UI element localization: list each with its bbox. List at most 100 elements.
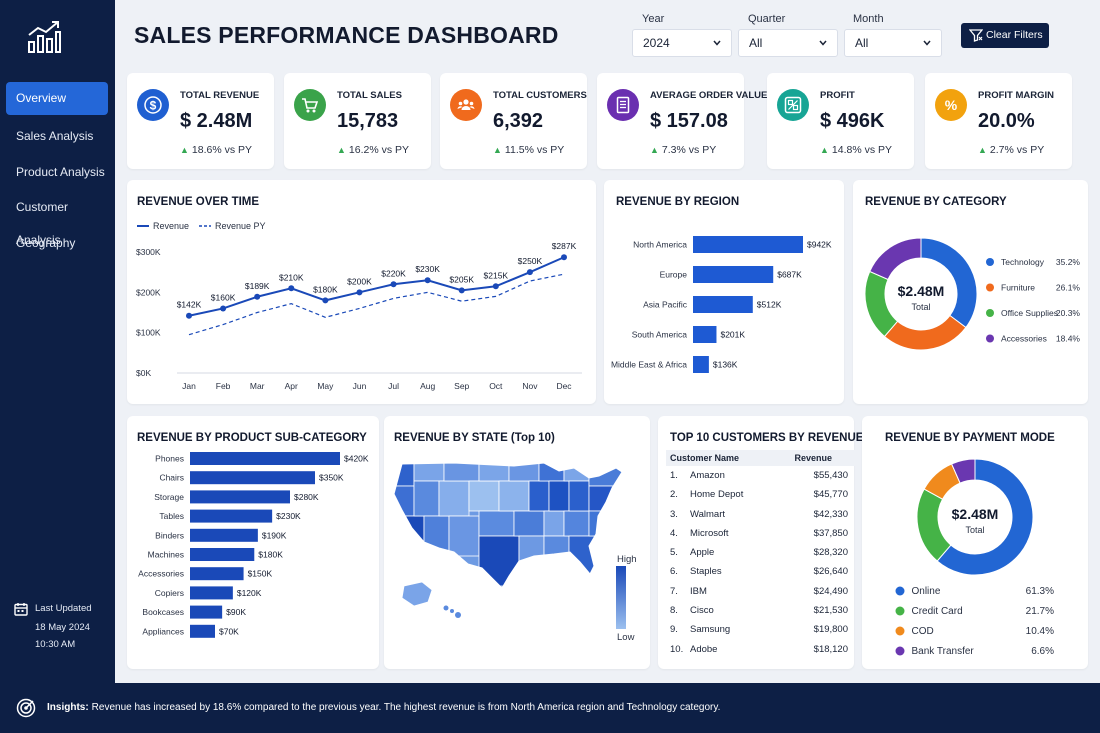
sidebar-item-customer-analysis[interactable]: Customer Analysis [16, 200, 69, 247]
kpi-label: TOTAL REVENUE [180, 90, 260, 101]
data-label: $220K [381, 268, 406, 278]
region-bar-chart: North America $942K Europe $687K Asia Pacifi… [611, 236, 832, 373]
panel-title: REVENUE OVER TIME [137, 196, 260, 208]
map-legend-gradient [616, 566, 626, 629]
rank-cell: 7. [670, 585, 678, 597]
filter-clear-icon [969, 29, 983, 42]
x-tick-label: Jul [388, 381, 399, 391]
bar-value-label: $190K [262, 530, 287, 540]
bar-value-label: $942K [807, 240, 832, 250]
receipt-icon [607, 89, 639, 121]
donut-slice [916, 488, 952, 562]
x-tick-label: Mar [250, 381, 265, 391]
panel-title: REVENUE BY REGION [616, 196, 740, 208]
data-point [458, 287, 465, 294]
donut-slice [864, 270, 899, 338]
year-select[interactable]: 2024 [632, 29, 732, 57]
category-label: North America [633, 240, 687, 250]
data-point [322, 297, 329, 304]
legend-swatch [895, 626, 905, 636]
legend-value: 18.4% [1056, 334, 1081, 344]
profit-icon [777, 89, 809, 121]
panel-title: REVENUE BY STATE (Top 10) [394, 432, 555, 444]
name-cell: Cisco [690, 605, 714, 617]
quarter-select[interactable]: All [738, 29, 838, 57]
legend-label: Bank Transfer [912, 646, 975, 657]
bar-value-label: $70K [219, 626, 239, 636]
triangle-up-icon: ▲ [337, 145, 346, 155]
legend-swatch [986, 309, 994, 317]
kpi-value: $ 2.48M [180, 110, 253, 132]
category-label: Accessories [138, 569, 184, 579]
name-cell: Samsung [690, 624, 731, 636]
revenue-cell: $26,640 [813, 566, 848, 578]
sidebar-item-product-analysis[interactable]: Product Analysis [16, 165, 105, 179]
donut-center-label: Total [911, 302, 930, 312]
rank-cell: 10. [670, 643, 684, 655]
sidebar-item-sales-analysis[interactable]: Sales Analysis [16, 129, 94, 143]
rank-cell: 2. [670, 489, 678, 501]
table-row: 7. IBM $24,490 [666, 582, 856, 601]
kpi-value: $ 496K [820, 110, 885, 132]
bar-value-label: $230K [276, 511, 301, 521]
kpi-value: 15,783 [337, 110, 399, 132]
kpi-label: PROFIT MARGIN [978, 90, 1054, 101]
bar [190, 471, 315, 485]
data-point [561, 254, 567, 261]
quarter-select-value: All [749, 36, 763, 50]
bar-value-label: $90K [226, 607, 246, 617]
bar [190, 624, 215, 638]
legend-label: Online [912, 586, 941, 597]
x-tick-label: Nov [522, 381, 538, 391]
table-row: 8. Cisco $21,530 [666, 601, 856, 620]
revenue-cell: $55,430 [813, 470, 848, 481]
bar [190, 586, 233, 600]
table-row: 4. Microsoft $37,850 [666, 524, 856, 543]
triangle-up-icon: ▲ [978, 145, 987, 155]
x-tick-label: May [317, 381, 334, 391]
kpi-change: ▲ 18.6% vs PY [180, 144, 252, 156]
series-line-revenue-py [188, 273, 565, 336]
data-label: $287K [552, 241, 577, 251]
bar-value-label: $136K [713, 360, 738, 370]
rank-cell: 8. [670, 605, 678, 617]
month-select[interactable]: All [844, 29, 942, 57]
legend-value: 61.3% [1026, 586, 1054, 597]
category-label: Tables [159, 511, 184, 521]
revenue-cell: $19,800 [813, 624, 848, 636]
bar-value-label: $512K [757, 300, 782, 310]
clear-filters-button[interactable]: Clear Filters [961, 23, 1049, 48]
bar [190, 452, 340, 465]
revenue-by-category-panel: REVENUE BY CATEGORY $2.48M Total Technolog… [853, 180, 1088, 404]
rank-cell: 4. [670, 527, 678, 539]
percent-icon: % [935, 89, 967, 121]
revenue-line-chart: Revenue Revenue PY $0K $100K $200K $300K Jan Fe… [136, 221, 582, 391]
legend-label-revenue-py: Revenue PY [215, 221, 266, 231]
last-updated-label: Last Updated [35, 603, 92, 614]
y-tick-label: $100K [136, 328, 161, 338]
target-icon [16, 698, 36, 718]
name-cell: Walmart [690, 508, 726, 520]
us-map: High Low [393, 462, 637, 643]
col-revenue: Revenue [794, 453, 832, 463]
revenue-cell: $21,530 [813, 605, 848, 617]
kpi-change: ▲ 11.5% vs PY [493, 144, 564, 156]
data-label: $215K [484, 270, 509, 280]
bar [693, 266, 774, 283]
svg-text:$: $ [150, 99, 157, 113]
x-tick-label: Apr [285, 381, 298, 391]
category-label: Asia Pacific [643, 300, 688, 310]
sidebar-item-geography[interactable]: Geography [16, 236, 76, 250]
chevron-down-icon [819, 40, 827, 46]
data-point [356, 289, 363, 296]
name-cell: Microsoft [690, 527, 729, 539]
revenue-by-state-panel: REVENUE BY STATE (Top 10) [384, 416, 650, 669]
y-tick-label: $0K [136, 368, 151, 378]
kpi-change: ▲ 16.2% vs PY [337, 144, 409, 156]
kpi-value: 6,392 [493, 110, 544, 132]
legend-swatch [986, 334, 994, 343]
col-customer-name: Customer Name [670, 453, 740, 463]
kpi-card-total-customers: TOTAL CUSTOMERS 6,392 ▲ 11.5% vs PY [440, 73, 587, 169]
y-tick-label: $300K [136, 247, 161, 257]
sidebar-item-overview[interactable]: Overview [6, 82, 108, 115]
